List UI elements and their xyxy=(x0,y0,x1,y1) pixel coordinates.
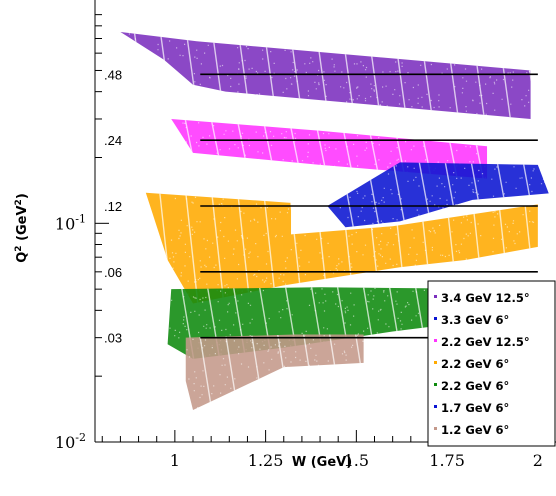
series-4 xyxy=(145,192,538,304)
legend-entry-label: 3.4 GeV 12.5° xyxy=(441,291,530,305)
x-tick-label: 1 xyxy=(170,451,180,470)
q2-value-label: .03 xyxy=(104,331,122,346)
legend-marker xyxy=(434,405,437,408)
x-tick-label: 1.25 xyxy=(248,451,284,470)
legend-marker xyxy=(434,383,437,386)
q2-value-label: .48 xyxy=(104,67,122,82)
legend-entry-label: 2.2 GeV 6° xyxy=(441,379,509,393)
legend-marker xyxy=(434,295,437,298)
x-axis-title: W (GeV) xyxy=(292,455,352,470)
q2-labels: .48 .24 .12 .06 .03 xyxy=(104,67,122,345)
series-gaps xyxy=(184,118,484,179)
legend-entry-label: 3.3 GeV 6° xyxy=(441,313,509,327)
x-tick-label: 1.5 xyxy=(344,451,369,470)
y-axis-title: Q2 (GeV2) xyxy=(14,193,30,263)
legend-entry-label: 2.2 GeV 6° xyxy=(441,357,509,371)
series-region xyxy=(145,192,538,304)
legend-entry-label: 2.2 GeV 12.5° xyxy=(441,335,530,349)
legend-marker xyxy=(434,339,437,342)
series-region xyxy=(327,162,549,228)
legend-entry-label: 1.2 GeV 6° xyxy=(441,423,509,437)
series-gaps xyxy=(340,162,536,228)
series-6 xyxy=(185,334,364,411)
legend-entry-label: 1.7 GeV 6° xyxy=(441,401,509,415)
y-tick-label: 10-2 xyxy=(55,431,86,452)
series-gaps xyxy=(159,192,537,304)
series-3 xyxy=(327,162,549,228)
legend-marker xyxy=(434,361,437,364)
series-region xyxy=(185,334,364,411)
x-tick-label: 2 xyxy=(533,451,543,470)
q2-value-label: .24 xyxy=(104,133,122,148)
series-region xyxy=(120,31,531,119)
series-1 xyxy=(120,31,531,119)
legend-marker xyxy=(434,317,437,320)
y-tick-label: 10-1 xyxy=(55,212,86,233)
x-tick-label: 1.75 xyxy=(429,451,465,470)
axes: 1 1.25 1.5 1.75 2 10-2 10-1 xyxy=(55,0,556,470)
legend-marker xyxy=(434,427,437,430)
reference-lines xyxy=(200,73,538,339)
q2-value-label: .06 xyxy=(104,265,122,280)
q2-value-label: .12 xyxy=(104,199,122,214)
legend: 3.4 GeV 12.5° 3.3 GeV 6° 2.2 GeV 12.5° 2.2 … xyxy=(427,280,556,447)
legend-box xyxy=(427,280,556,447)
series-layer xyxy=(120,31,549,411)
